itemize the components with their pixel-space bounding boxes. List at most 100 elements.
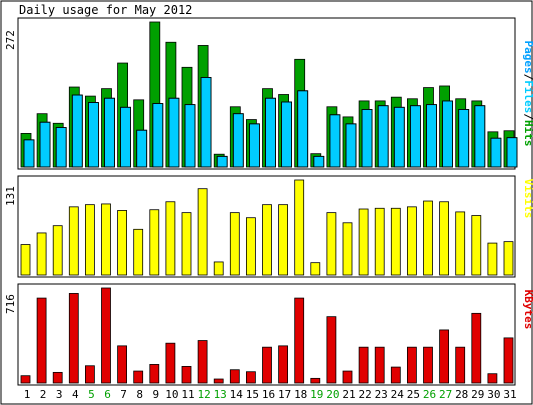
kbytes-bar bbox=[68, 293, 79, 384]
pages-bar bbox=[88, 102, 99, 168]
kbytes-bar bbox=[374, 346, 385, 384]
pages-bar bbox=[490, 137, 502, 168]
visits-bar bbox=[229, 212, 240, 276]
kbytes-bar bbox=[181, 366, 192, 384]
visits-bar bbox=[181, 212, 192, 276]
x-tick-label: 3 bbox=[56, 388, 63, 401]
visits-bar bbox=[52, 225, 63, 276]
y-axis-label-part: / bbox=[522, 74, 533, 81]
pages-bar bbox=[409, 105, 421, 168]
pages-bar bbox=[232, 113, 244, 168]
pages-bar bbox=[71, 94, 83, 168]
pages-bar bbox=[104, 97, 115, 168]
y-axis-label-part: Hits bbox=[522, 120, 533, 147]
x-tick-label: 1 bbox=[24, 388, 31, 401]
kbytes-bar bbox=[101, 287, 111, 384]
pages-bar bbox=[216, 155, 228, 168]
x-tick-label: 2 bbox=[40, 388, 47, 401]
x-tick-label: 5 bbox=[88, 388, 95, 401]
pages-bar bbox=[313, 155, 325, 168]
kbytes-bar bbox=[165, 342, 176, 384]
kbytes-bar bbox=[197, 340, 208, 384]
y-axis-label-part: / bbox=[522, 113, 533, 120]
visits-bar bbox=[101, 203, 111, 276]
x-tick-label: 13 bbox=[214, 388, 227, 401]
visits-bar bbox=[68, 206, 79, 276]
visits-bar bbox=[390, 207, 401, 276]
pages-bar bbox=[200, 77, 212, 168]
kbytes-bar bbox=[294, 297, 305, 384]
visits-bar bbox=[342, 222, 353, 276]
visits-bar bbox=[487, 242, 498, 276]
pages-bar bbox=[297, 90, 309, 168]
kbytes-bar bbox=[245, 371, 256, 384]
pages-bar bbox=[329, 114, 341, 168]
visits-bar bbox=[439, 201, 450, 276]
pages-bar bbox=[168, 97, 180, 168]
y-max-label-hits: 272 bbox=[4, 30, 17, 50]
pages-bar bbox=[281, 101, 293, 168]
visits-bar bbox=[213, 261, 224, 276]
kbytes-bar bbox=[390, 366, 401, 384]
pages-bar bbox=[120, 106, 131, 168]
x-tick-label: 24 bbox=[391, 388, 405, 401]
visits-bar bbox=[117, 210, 127, 276]
kbytes-bar bbox=[117, 345, 127, 384]
kbytes-bar bbox=[310, 377, 321, 384]
x-tick-label: 14 bbox=[230, 388, 244, 401]
visits-bar bbox=[36, 232, 47, 276]
pages-bar bbox=[184, 104, 196, 168]
pages-bar bbox=[39, 121, 51, 168]
x-tick-label: 31 bbox=[503, 388, 516, 401]
pages-bar bbox=[55, 127, 67, 168]
kbytes-bar bbox=[52, 371, 63, 384]
kbytes-bar bbox=[439, 329, 450, 384]
visits-bar bbox=[149, 209, 160, 276]
visits-bar bbox=[455, 211, 466, 276]
chart-title: Daily usage for May 2012 bbox=[19, 3, 193, 17]
visits-bar bbox=[503, 241, 514, 276]
x-tick-label: 10 bbox=[165, 388, 178, 401]
kbytes-bar bbox=[213, 378, 224, 384]
kbytes-bar bbox=[406, 346, 417, 384]
pages-bar bbox=[23, 139, 35, 168]
visits-bar bbox=[358, 208, 369, 276]
x-tick-label: 7 bbox=[120, 388, 127, 401]
x-tick-label: 30 bbox=[487, 388, 500, 401]
x-tick-label: 15 bbox=[246, 388, 259, 401]
x-tick-label: 20 bbox=[326, 388, 339, 401]
pages-bar bbox=[345, 123, 357, 168]
visits-bar bbox=[85, 204, 95, 276]
x-tick-label: 25 bbox=[407, 388, 420, 401]
y-max-label-kbytes: 716 bbox=[4, 294, 17, 314]
visits-bar bbox=[471, 215, 482, 276]
y-max-label-visits: 131 bbox=[4, 186, 17, 206]
pages-bar bbox=[458, 109, 470, 168]
pages-bar bbox=[506, 137, 518, 168]
x-tick-label: 27 bbox=[439, 388, 452, 401]
visits-bar bbox=[197, 188, 208, 276]
kbytes-bar bbox=[20, 375, 31, 384]
visits-bar bbox=[133, 228, 144, 276]
y-axis-label-pages-files-hits: Pages/Files/Hits bbox=[522, 41, 533, 147]
kbytes-bar bbox=[133, 370, 144, 384]
visits-bar bbox=[406, 206, 417, 276]
x-tick-label: 17 bbox=[278, 388, 291, 401]
y-axis-label-kbytes: KBytes bbox=[522, 290, 533, 330]
x-tick-label: 12 bbox=[197, 388, 210, 401]
visits-bar bbox=[278, 204, 289, 276]
x-tick-label: 8 bbox=[136, 388, 143, 401]
visits-bar bbox=[245, 217, 256, 276]
visits-bar bbox=[310, 262, 321, 276]
kbytes-bar bbox=[342, 370, 353, 384]
kbytes-bar bbox=[487, 373, 498, 384]
y-axis-label-part: Files bbox=[522, 80, 533, 113]
kbytes-bar bbox=[229, 369, 240, 384]
kbytes-bar bbox=[278, 345, 289, 384]
kbytes-bar bbox=[358, 346, 369, 384]
kbytes-bar bbox=[423, 346, 433, 384]
kbytes-bar bbox=[326, 316, 337, 384]
